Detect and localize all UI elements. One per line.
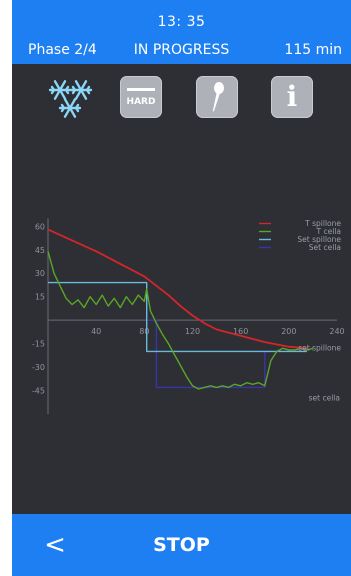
- device-screen: 13: 35 Phase 2/4 IN PROGRESS 115 min: [12, 0, 351, 576]
- legend-label: Set spillone: [297, 235, 341, 244]
- cycle-duration: 115 min: [284, 42, 342, 58]
- clock-time: 13: 35: [157, 14, 206, 30]
- status-header: 13: 35 Phase 2/4 IN PROGRESS 115 min: [12, 0, 351, 64]
- phase-indicator: Phase 2/4: [28, 42, 97, 58]
- set-spillone-annotation: set spillone: [298, 343, 341, 352]
- hard-mode-button[interactable]: HARD: [120, 76, 162, 118]
- x-tick-label: 200: [281, 327, 296, 336]
- y-tick-label: -45: [32, 387, 45, 396]
- back-button[interactable]: <: [44, 530, 66, 560]
- stop-button[interactable]: STOP: [153, 534, 210, 556]
- legend-label: T spillone: [304, 219, 341, 228]
- y-tick-label: 15: [35, 293, 45, 302]
- hard-bar-icon: [127, 88, 155, 91]
- y-tick-label: -15: [32, 340, 45, 349]
- hard-label: HARD: [126, 97, 156, 107]
- series-line: [145, 282, 271, 389]
- y-tick-label: 60: [35, 222, 45, 231]
- probe-icon: [212, 82, 224, 112]
- y-tick-label: 30: [35, 269, 45, 278]
- series-line: [47, 228, 307, 350]
- x-tick-label: 160: [233, 327, 248, 336]
- set-cella-annotation: set cella: [309, 394, 340, 403]
- info-button[interactable]: i: [271, 76, 313, 118]
- snowflake-icon: [48, 80, 93, 118]
- series-line: [48, 281, 307, 353]
- cycle-status: IN PROGRESS: [133, 42, 230, 58]
- temperature-chart: 40 80 120 160 200 240 60 45 30 15 -15 -30 -45 T spil…: [32, 218, 345, 414]
- y-tick-label: -30: [32, 363, 45, 372]
- series-line: [47, 251, 314, 390]
- legend-label: Set cella: [309, 243, 341, 252]
- x-tick-label: 240: [329, 327, 344, 336]
- toolbar: HARD i: [12, 76, 351, 124]
- x-tick-label: 120: [185, 327, 200, 336]
- status-row: Phase 2/4 IN PROGRESS 115 min: [12, 42, 351, 60]
- probe-button[interactable]: [196, 76, 238, 118]
- x-tick-label: 40: [91, 327, 101, 336]
- legend-label: T cella: [316, 227, 341, 236]
- x-tick-label: 80: [139, 327, 149, 336]
- bottom-bar: < STOP: [12, 514, 351, 576]
- y-tick-label: 45: [35, 246, 45, 255]
- info-icon: i: [286, 80, 298, 113]
